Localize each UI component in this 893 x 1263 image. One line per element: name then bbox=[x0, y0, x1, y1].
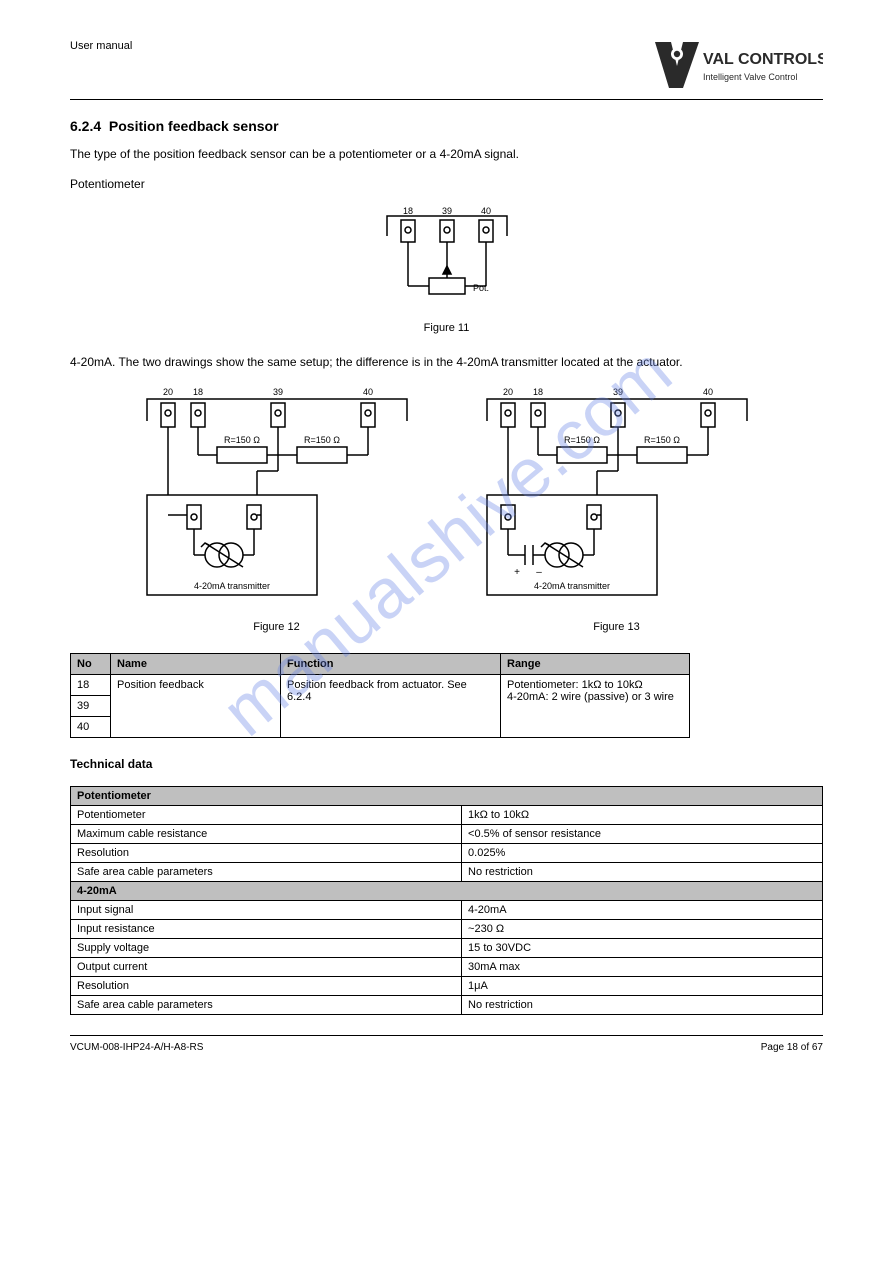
cell: 0.025% bbox=[462, 843, 823, 862]
svg-text:39: 39 bbox=[272, 387, 282, 397]
cell: No restriction bbox=[462, 995, 823, 1014]
cell: Output current bbox=[71, 957, 462, 976]
logo-brand-text: VAL CONTROLS bbox=[703, 51, 823, 68]
figure-11-caption: Figure 11 bbox=[367, 322, 527, 334]
section-title: Position feedback sensor bbox=[109, 118, 279, 134]
cell: Position feedback bbox=[111, 674, 281, 737]
technical-data-title: Technical data bbox=[70, 756, 823, 772]
svg-text:+: + bbox=[514, 567, 520, 578]
cell: 39 bbox=[71, 695, 111, 716]
cell: Position feedback from actuator. See 6.2… bbox=[281, 674, 501, 737]
svg-text:18: 18 bbox=[192, 387, 202, 397]
cell: 15 to 30VDC bbox=[462, 938, 823, 957]
svg-text:40: 40 bbox=[702, 387, 712, 397]
cell: 30mA max bbox=[462, 957, 823, 976]
svg-text:40: 40 bbox=[480, 206, 490, 216]
cell: Potentiometer: 1kΩ to 10kΩ 4-20mA: 2 wir… bbox=[501, 674, 690, 737]
svg-text:20: 20 bbox=[162, 387, 172, 397]
svg-text:18: 18 bbox=[532, 387, 542, 397]
subheader-ma: 4-20mA bbox=[71, 881, 823, 900]
svg-text:20: 20 bbox=[502, 387, 512, 397]
svg-text:39: 39 bbox=[612, 387, 622, 397]
subheader-pot: Potentiometer bbox=[71, 786, 823, 805]
cell: 1kΩ to 10kΩ bbox=[462, 805, 823, 824]
cell: Input resistance bbox=[71, 919, 462, 938]
logo-tagline: Intelligent Valve Control bbox=[703, 72, 797, 82]
th-range: Range bbox=[501, 653, 690, 674]
svg-text:Pot.: Pot. bbox=[473, 283, 489, 293]
ma-intro: 4-20mA. The two drawings show the same s… bbox=[70, 354, 823, 370]
header-manual-label: User manual bbox=[70, 40, 132, 52]
svg-text:4-20mA transmitter: 4-20mA transmitter bbox=[533, 581, 609, 591]
cell: 18 bbox=[71, 674, 111, 695]
cell: ~230 Ω bbox=[462, 919, 823, 938]
cell: Safe area cable parameters bbox=[71, 995, 462, 1014]
potentiometer-intro: Potentiometer bbox=[70, 176, 823, 192]
section-heading: 6.2.4 Position feedback sensor bbox=[70, 118, 823, 134]
th-name: Name bbox=[111, 653, 281, 674]
cell: Maximum cable resistance bbox=[71, 824, 462, 843]
svg-text:18: 18 bbox=[402, 206, 412, 216]
th-function: Function bbox=[281, 653, 501, 674]
svg-text:R=150 Ω: R=150 Ω bbox=[304, 435, 340, 445]
page-footer: VCUM-008-IHP24-A/H-A8-RS Page 18 of 67 bbox=[70, 1035, 823, 1053]
cell: Supply voltage bbox=[71, 938, 462, 957]
cell: 1μA bbox=[462, 976, 823, 995]
header-rule bbox=[70, 99, 823, 100]
brand-logo: VAL CONTROLS Intelligent Valve Control bbox=[653, 40, 823, 97]
cell: Resolution bbox=[71, 843, 462, 862]
svg-text:39: 39 bbox=[441, 206, 451, 216]
technical-data-table: Potentiometer Potentiometer1kΩ to 10kΩ M… bbox=[70, 786, 823, 1015]
th-no: No bbox=[71, 653, 111, 674]
cell: 40 bbox=[71, 716, 111, 737]
figure-12-caption: Figure 12 bbox=[127, 621, 427, 633]
section-number: 6.2.4 bbox=[70, 118, 101, 134]
footer-doc-id: VCUM-008-IHP24-A/H-A8-RS bbox=[70, 1042, 203, 1053]
footer-page-number: Page 18 of 67 bbox=[761, 1042, 823, 1053]
svg-text:–: – bbox=[536, 567, 542, 578]
cell: <0.5% of sensor resistance bbox=[462, 824, 823, 843]
cell: No restriction bbox=[462, 862, 823, 881]
cell: Safe area cable parameters bbox=[71, 862, 462, 881]
section-para-1: The type of the position feedback sensor… bbox=[70, 146, 823, 162]
figure-13-caption: Figure 13 bbox=[467, 621, 767, 633]
svg-text:4-20mA transmitter: 4-20mA transmitter bbox=[193, 581, 269, 591]
svg-text:40: 40 bbox=[362, 387, 372, 397]
cell: 4-20mA bbox=[462, 900, 823, 919]
cell: Input signal bbox=[71, 900, 462, 919]
terminal-table: No Name Function Range 18 Position feedb… bbox=[70, 653, 690, 738]
svg-text:R=150 Ω: R=150 Ω bbox=[644, 435, 680, 445]
svg-text:R=150 Ω: R=150 Ω bbox=[564, 435, 600, 445]
cell: Potentiometer bbox=[71, 805, 462, 824]
figure-13: 20 18 39 40 R=150 Ω R=150 Ω + – 4-20mA t… bbox=[467, 385, 767, 633]
cell: Resolution bbox=[71, 976, 462, 995]
page-header: User manual VAL CONTROLS Intelligent Val… bbox=[70, 40, 823, 97]
figure-11: 18 39 40 Pot. Figure 11 bbox=[367, 206, 527, 334]
figure-12: 20 18 39 40 R=150 Ω R=150 Ω 4-20mA trans… bbox=[127, 385, 427, 633]
svg-text:R=150 Ω: R=150 Ω bbox=[224, 435, 260, 445]
